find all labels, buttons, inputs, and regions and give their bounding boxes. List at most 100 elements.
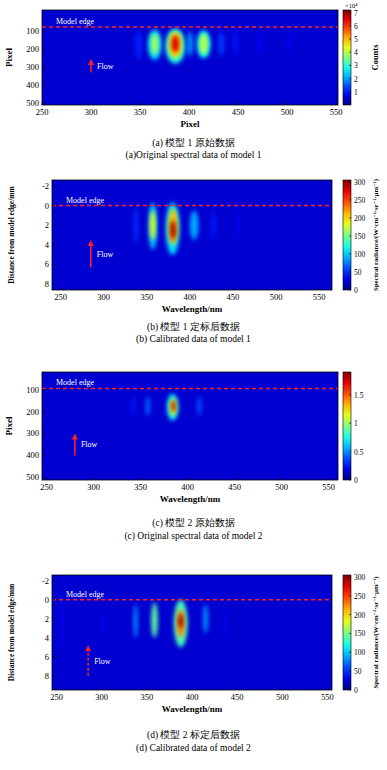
heat-cell <box>131 396 135 416</box>
heat-cell <box>171 35 179 53</box>
colorbar-tick-label: 0 <box>354 686 358 695</box>
colorbar-tick-label: 50 <box>354 268 362 277</box>
caption-chinese: (c) 模型 2 原始数据 <box>152 517 234 529</box>
y-tick <box>52 284 55 285</box>
x-tick <box>140 477 141 480</box>
x-tick-label: 550 <box>313 292 326 302</box>
x-tick-label: 350 <box>140 692 153 702</box>
x-tick-label: 450 <box>228 482 241 492</box>
model-edge-line <box>52 599 332 601</box>
heat-cell <box>170 398 177 416</box>
y-tick-label: 100 <box>26 385 39 395</box>
y-tick <box>52 264 55 265</box>
x-tick-label: 450 <box>227 292 240 302</box>
y-tick-label: 0 <box>45 595 49 605</box>
heat-cell <box>197 396 202 416</box>
y-tick-label: 4 <box>45 240 50 250</box>
heat-cell <box>237 210 240 239</box>
colorbar-label: Spectral radiance/(W·cm⁻²·sr⁻¹·μm⁻¹) <box>372 179 380 291</box>
x-tick <box>234 477 235 480</box>
heat-cell <box>177 609 185 638</box>
heat-cell <box>258 31 262 54</box>
caption-english: (a)Original spectral data of model 1 <box>126 150 262 161</box>
x-tick-label: 500 <box>276 692 289 702</box>
y-tick <box>42 102 45 103</box>
colorbar-tick-label: 1 <box>354 88 358 97</box>
x-tick <box>282 687 283 690</box>
colorbar-tick <box>349 690 351 691</box>
y-tick-label: 500 <box>26 472 39 482</box>
x-tick <box>140 102 141 105</box>
colorbar-tick <box>349 480 351 481</box>
heat-cell <box>174 600 188 648</box>
x-axis-label: Wavelength/nm <box>162 704 223 714</box>
heat-cell <box>166 203 180 255</box>
colorbar-tick <box>349 576 351 577</box>
heat-cell <box>218 31 224 56</box>
y-tick-label: 0 <box>45 201 49 211</box>
colorbar-tick-label: 2 <box>354 75 358 84</box>
heat-cell <box>61 600 64 648</box>
x-tick <box>232 287 233 290</box>
y-tick-label: 200 <box>26 407 39 417</box>
colorbar-tick-label: 300 <box>354 573 366 582</box>
colorbar <box>343 372 351 480</box>
colorbar-tick <box>349 394 351 395</box>
y-tick-label: 2 <box>45 614 49 624</box>
y-axis-label: Pixel <box>4 48 14 67</box>
y-tick <box>52 618 55 619</box>
y-tick <box>42 67 45 68</box>
caption-chinese: (b) 模型 1 定标后数据 <box>147 321 240 333</box>
x-tick <box>238 102 239 105</box>
panel: Model edgeFlow250300350400450500550Pixel… <box>4 2 380 161</box>
annotation-text: Flow <box>94 657 111 666</box>
x-tick-label: 300 <box>95 692 108 702</box>
x-tick-label: 400 <box>186 692 199 702</box>
heat-cell <box>150 210 155 239</box>
heat-cell <box>134 206 138 245</box>
colorbar-tick-label: 4 <box>354 48 358 57</box>
y-tick <box>42 389 45 390</box>
colorbar-tick <box>349 235 351 236</box>
heat-cell <box>187 31 193 56</box>
x-tick <box>319 287 320 290</box>
x-tick <box>93 477 94 480</box>
heat-cell <box>148 203 157 250</box>
colorbar-tick <box>349 12 351 13</box>
y-tick-label: 500 <box>26 98 39 108</box>
heat-cell <box>168 31 182 58</box>
colorbar-tick-label: 7 <box>354 9 358 18</box>
heat-cell <box>168 208 177 244</box>
flow-arrow <box>87 650 89 675</box>
colorbar <box>343 180 351 290</box>
y-tick <box>52 580 55 581</box>
y-tick <box>42 477 45 478</box>
y-tick <box>52 205 55 206</box>
model-edge-line <box>42 26 338 28</box>
annotation-text: Flow <box>97 250 114 259</box>
y-tick <box>42 31 45 32</box>
colorbar-tick <box>349 52 351 53</box>
x-tick <box>60 287 61 290</box>
y-tick-label: 100 <box>26 26 39 36</box>
x-axis-label: Wavelength/nm <box>160 494 221 504</box>
colorbar-tick <box>349 451 351 452</box>
panel: Model edgeFlow250300350400450500550Wavel… <box>7 178 380 345</box>
heat-cell <box>287 31 291 54</box>
heat-cell <box>233 31 238 54</box>
y-tick <box>42 433 45 434</box>
x-tick <box>187 477 188 480</box>
y-tick-label: -2 <box>42 181 49 191</box>
y-tick-label: 6 <box>45 652 49 662</box>
x-tick-label: 500 <box>281 107 294 117</box>
y-tick <box>52 244 55 245</box>
y-tick <box>42 49 45 50</box>
y-tick-label: 300 <box>26 62 39 72</box>
x-tick <box>146 287 147 290</box>
flow-arrow <box>90 64 92 72</box>
plot-background <box>42 372 338 480</box>
colorbar-tick-label: 1.5 <box>354 391 364 400</box>
plot-background <box>52 180 332 290</box>
heat-cell <box>102 609 105 638</box>
colorbar-tick <box>349 78 351 79</box>
